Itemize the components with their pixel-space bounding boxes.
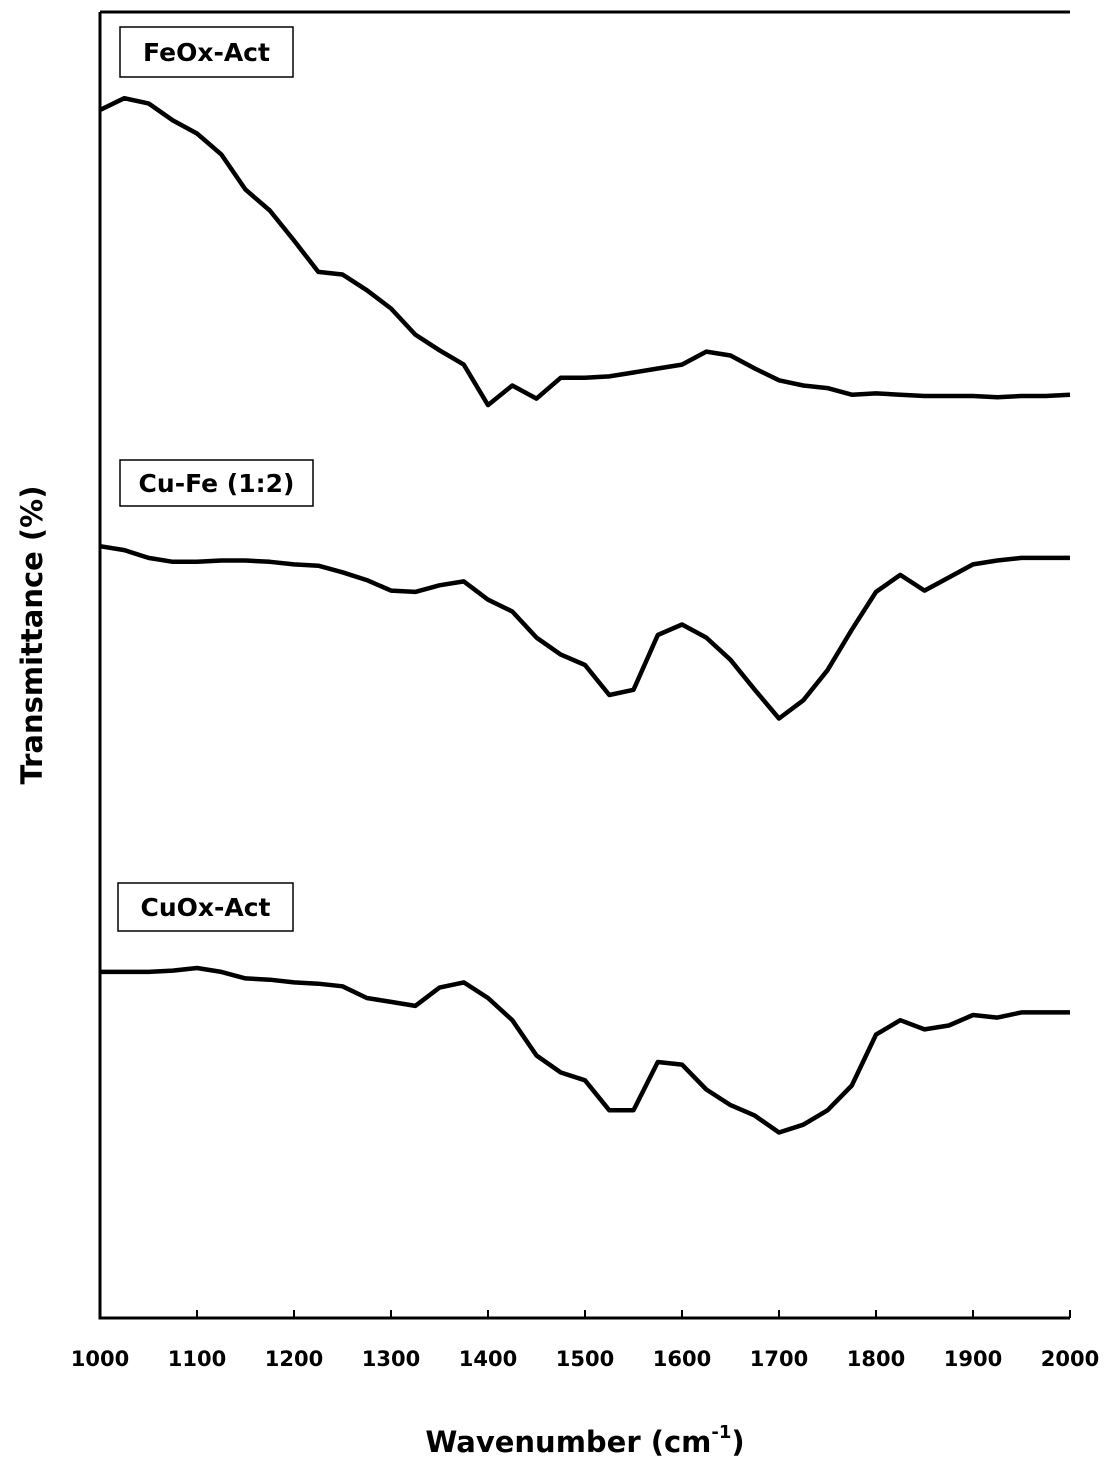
series-label: CuOx-Act xyxy=(140,893,270,922)
x-tick-label: 1200 xyxy=(265,1347,323,1371)
x-tick-label: 1500 xyxy=(556,1347,614,1371)
x-axis-label-text: Wavenumber (cm xyxy=(425,1425,711,1459)
x-tick-label: 2000 xyxy=(1041,1347,1099,1371)
x-tick-label: 1900 xyxy=(944,1347,1002,1371)
x-axis-label-superscript: -1 xyxy=(711,1422,731,1443)
x-tick-label: 1700 xyxy=(750,1347,808,1371)
x-tick-label: 1000 xyxy=(71,1347,129,1371)
x-tick-label: 1800 xyxy=(847,1347,905,1371)
spectrum-line xyxy=(100,965,1070,1135)
x-tick-label: 1100 xyxy=(168,1347,226,1371)
x-axis-label: Wavenumber (cm-1) xyxy=(425,1422,744,1459)
x-tick-label: 1400 xyxy=(459,1347,517,1371)
series-label-box xyxy=(119,26,294,78)
series-label: Cu-Fe (1:2) xyxy=(139,469,295,498)
x-tick-label: 1600 xyxy=(653,1347,711,1371)
x-tick-label: 1300 xyxy=(362,1347,420,1371)
series-label: FeOx-Act xyxy=(143,38,270,67)
series-label-box xyxy=(119,459,314,507)
spectrum-line xyxy=(99,95,1071,408)
x-axis-label-close: ) xyxy=(731,1425,744,1459)
y-axis-label: Transmittance (%) xyxy=(15,486,49,785)
spectrum-line xyxy=(99,543,1070,721)
series-label-box xyxy=(117,882,294,932)
